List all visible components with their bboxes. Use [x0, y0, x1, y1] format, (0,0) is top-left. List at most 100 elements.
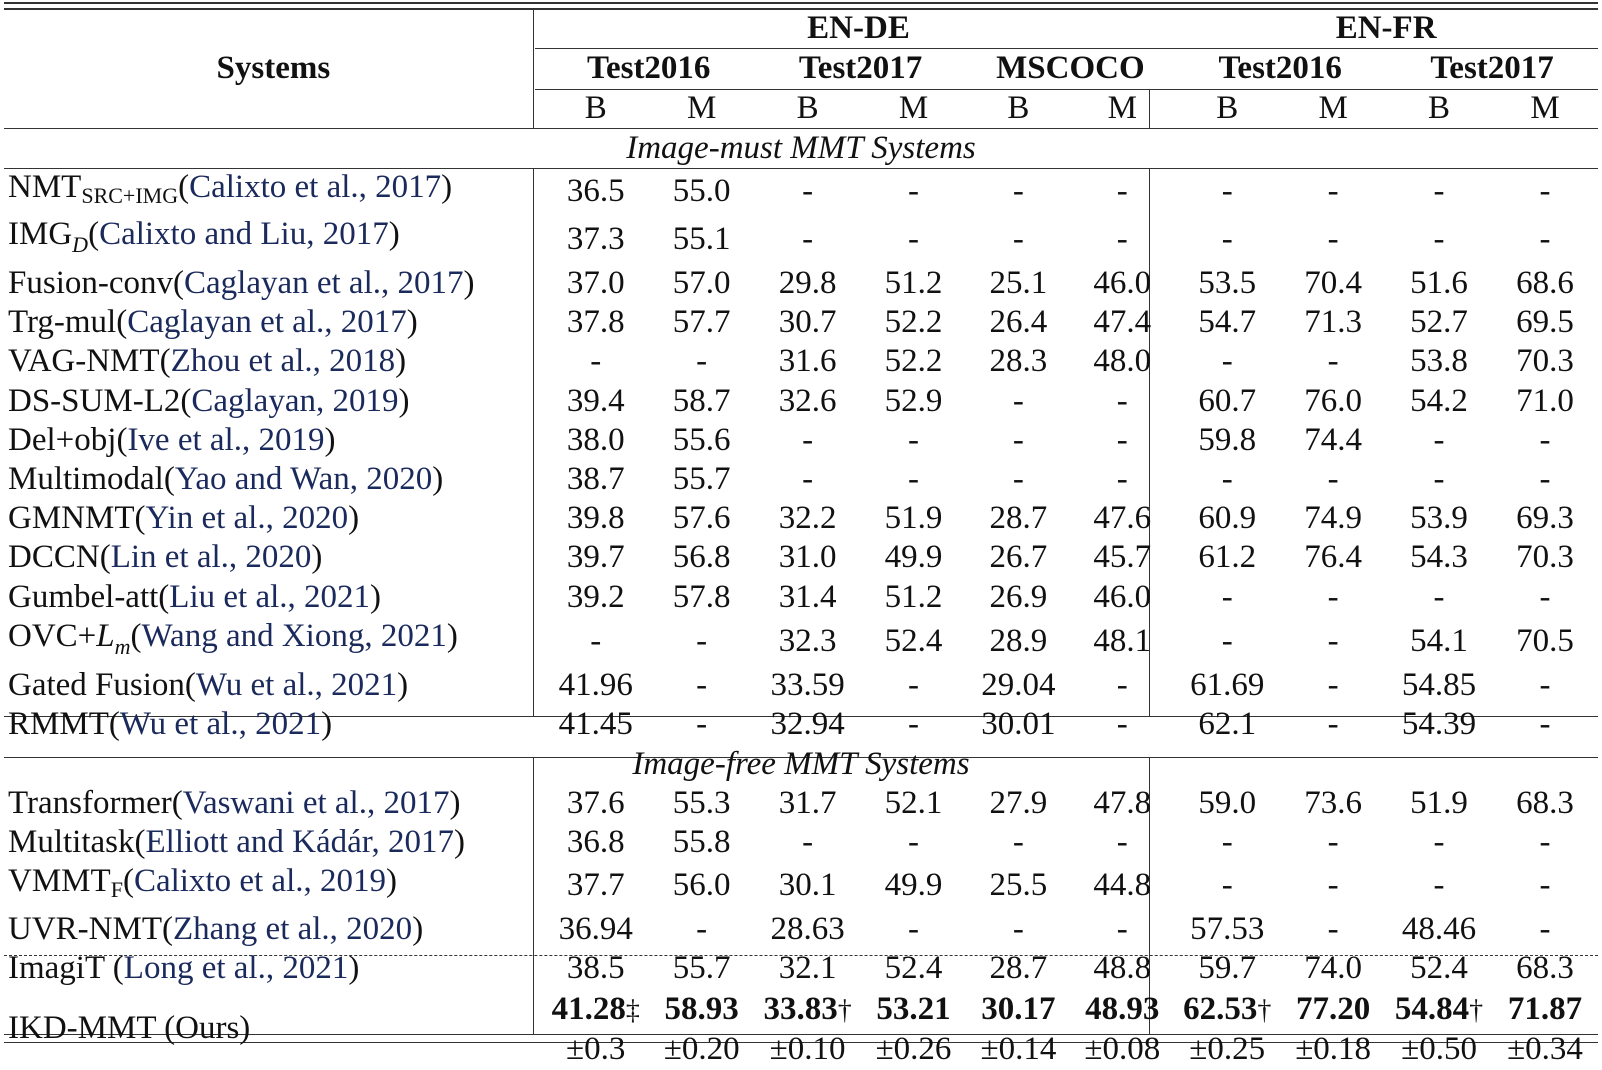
score-cell: 57.6 — [672, 500, 731, 537]
system-name: OVC+ — [8, 617, 97, 654]
citation-text[interactable]: Zhou et al., 2018 — [170, 343, 396, 380]
citation-text[interactable]: Calixto and Liu, 2017 — [99, 216, 389, 252]
citation-link[interactable]: (Zhang et al., 2020) — [162, 910, 424, 947]
ours-row-scores: IKD-MMT (Ours) 41.28‡ 58.93 33.83† 53.21 30.1… — [4, 988, 1598, 1047]
citation-link[interactable]: (Wu et al., 2021) — [108, 705, 333, 742]
citation-link[interactable]: (Ive et al., 2019) — [116, 421, 336, 458]
score-cell: 51.6 — [1410, 265, 1468, 302]
citation-link[interactable]: (Yao and Wan, 2020) — [163, 461, 444, 498]
score-cell: 48.0 — [1093, 343, 1152, 380]
dataset-header: Test2017 — [798, 50, 923, 86]
system-name-cell: Multitask(Elliott and Kádár, 2017) — [4, 823, 543, 862]
citation-link[interactable]: (Zhou et al., 2018) — [159, 343, 407, 380]
citation-link[interactable]: (Liu et al., 2021) — [158, 578, 382, 615]
table-row: Multimodal(Yao and Wan, 2020) 38.7 55.7 - - -… — [4, 460, 1598, 499]
citation-text[interactable]: Yin et al., 2020 — [145, 500, 349, 537]
table-row: VAG-NMT(Zhou et al., 2018) - - 31.6 52.2 28.3… — [4, 342, 1598, 381]
score-cell: - — [1327, 622, 1339, 659]
top-rule-1 — [4, 2, 1598, 4]
score-cell: - — [1012, 421, 1024, 458]
citation-link[interactable]: (Caglayan et al., 2017) — [173, 265, 475, 302]
table-row: ImagiT (Long et al., 2021) 38.5 55.7 32.1 52… — [4, 949, 1598, 988]
score-cell: 52.4 — [1410, 949, 1468, 986]
citation-text[interactable]: Liu et al., 2021 — [169, 578, 371, 615]
citation-text[interactable]: Caglayan, 2019 — [191, 382, 399, 419]
ours-std-cell: ±0.20 — [663, 1031, 740, 1068]
citation-text[interactable]: Elliott and Kádár, 2017 — [145, 824, 454, 861]
score-cell: - — [802, 461, 814, 498]
score-cell: 70.3 — [1516, 343, 1574, 380]
system-name-cell: VAG-NMT(Zhou et al., 2018) — [4, 342, 543, 381]
citation-link[interactable]: (Vaswani et al., 2017) — [171, 785, 461, 822]
metric-header-bleu: B — [584, 90, 607, 126]
ours-score: 41.28 — [551, 990, 626, 1027]
citation-link[interactable]: (Wu et al., 2021) — [184, 666, 409, 703]
ours-score-cell: 54.84† — [1386, 988, 1492, 1030]
citation-text[interactable]: Yao and Wan, 2020 — [174, 461, 433, 498]
citation-link[interactable]: (Calixto et al., 2017) — [178, 169, 453, 205]
header-bottom-rule — [4, 128, 1598, 129]
citation-link[interactable]: (Elliott and Kádár, 2017) — [134, 824, 465, 861]
citation-link[interactable]: (Caglayan, 2019) — [180, 382, 410, 419]
dataset-header: Test2016 — [586, 50, 711, 86]
system-name-cell: ImagiT (Long et al., 2021) — [4, 949, 543, 988]
score-cell: 52.1 — [884, 785, 943, 822]
citation-link[interactable]: (Calixto and Liu, 2017) — [88, 216, 400, 252]
metric-header-meteor: M — [898, 90, 929, 126]
bottom-rule-1 — [4, 1034, 1598, 1035]
citation-link[interactable]: (Calixto et al., 2019) — [122, 863, 397, 900]
score-cell: - — [1221, 343, 1233, 380]
ours-score: 77.20 — [1296, 991, 1371, 1028]
citation-link[interactable]: (Long et al., 2021) — [112, 949, 360, 986]
metric-header-meteor: M — [1318, 90, 1348, 126]
score-cell: 55.1 — [672, 221, 731, 257]
ours-score-cell: 62.53† — [1174, 988, 1280, 1030]
citation-text[interactable]: Vaswani et al., 2017 — [182, 785, 450, 822]
score-cell: - — [1433, 578, 1445, 615]
ours-std-cell: ±0.34 — [1507, 1031, 1583, 1068]
score-cell: - — [1539, 578, 1551, 615]
score-cell: - — [1012, 910, 1024, 947]
ours-std-cell: ±0.25 — [1189, 1031, 1266, 1068]
citation-text[interactable]: Zhang et al., 2020 — [173, 910, 413, 947]
citation-link[interactable]: (Yin et al., 2020) — [134, 500, 360, 537]
metric-header-bleu: B — [796, 90, 819, 126]
score-cell: 39.4 — [566, 382, 625, 419]
score-cell: 62.1 — [1198, 705, 1257, 742]
citation-text[interactable]: Wang and Xiong, 2021 — [141, 617, 447, 654]
citation-text[interactable]: Lin et al., 2020 — [110, 539, 312, 576]
bottom-rule-2 — [4, 1042, 1598, 1043]
table-row: Trg-mul(Caglayan et al., 2017) 37.8 57.7 30… — [4, 303, 1598, 342]
citation-text[interactable]: Ive et al., 2019 — [127, 421, 325, 458]
score-cell: - — [1327, 666, 1339, 703]
citation-text[interactable]: Calixto et al., 2019 — [133, 863, 386, 900]
score-cell: 59.0 — [1198, 785, 1257, 822]
score-cell: 37.0 — [566, 265, 625, 302]
score-cell: 53.9 — [1410, 500, 1468, 537]
score-cell: - — [1116, 910, 1128, 947]
citation-link[interactable]: (Wang and Xiong, 2021) — [130, 617, 458, 654]
score-cell: 55.8 — [672, 824, 731, 861]
system-name: UVR-NMT — [8, 910, 162, 947]
citation-text[interactable]: Caglayan et al., 2017 — [127, 304, 407, 341]
citation-text[interactable]: Wu et al., 2021 — [195, 666, 398, 703]
citation-text[interactable]: Wu et al., 2021 — [119, 705, 322, 742]
citation-text[interactable]: Caglayan et al., 2017 — [184, 265, 464, 302]
citation-text[interactable]: Long et al., 2021 — [123, 949, 349, 986]
score-cell: 37.8 — [566, 304, 625, 341]
citation-text[interactable]: Calixto et al., 2017 — [189, 169, 442, 205]
citation-link[interactable]: (Caglayan et al., 2017) — [116, 304, 418, 341]
score-cell: 55.3 — [672, 785, 731, 822]
score-cell: 70.3 — [1516, 539, 1574, 576]
citation-link[interactable]: (Lin et al., 2020) — [99, 539, 323, 576]
significance-mark: † — [1257, 994, 1272, 1026]
score-cell: 38.5 — [566, 949, 625, 986]
ours-std-cell: ±0.26 — [875, 1031, 952, 1068]
score-cell: - — [1539, 221, 1551, 257]
score-cell: 74.4 — [1304, 421, 1362, 458]
score-cell: 59.7 — [1198, 949, 1257, 986]
score-cell: - — [1327, 578, 1339, 615]
score-cell: - — [696, 910, 708, 947]
score-cell: 32.94 — [770, 705, 845, 742]
